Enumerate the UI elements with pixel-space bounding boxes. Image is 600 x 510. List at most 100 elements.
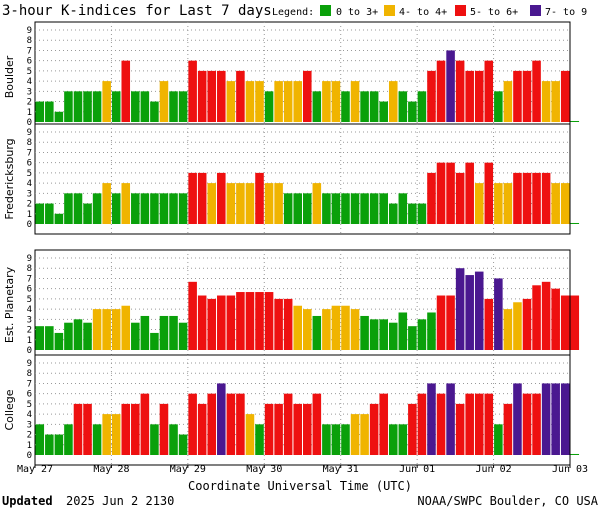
y-tick-label: 5	[27, 67, 32, 77]
k-bar	[513, 302, 522, 350]
y-tick-label: 8	[27, 369, 32, 379]
k-bar	[274, 81, 283, 122]
x-tick-label: Jun 02	[476, 464, 512, 475]
legend-text-active: 4- to 4+	[399, 7, 447, 18]
legend-swatch-quiet	[320, 5, 331, 16]
k-bar	[446, 295, 455, 350]
k-bar	[408, 403, 417, 455]
footer-updated-value: 2025 Jun 2 2130	[66, 494, 174, 508]
k-bar	[150, 101, 159, 122]
k-bar	[494, 91, 503, 122]
k-bar	[236, 70, 245, 122]
k-bar	[131, 322, 140, 350]
y-tick-label: 8	[27, 138, 32, 148]
k-bar	[188, 281, 197, 350]
y-tick-label: 1	[27, 210, 32, 220]
k-bar	[64, 424, 73, 455]
k-bar	[303, 403, 312, 455]
k-bar	[474, 70, 484, 122]
k-bar	[474, 183, 484, 224]
k-bar	[169, 424, 178, 455]
k-bar	[92, 424, 102, 455]
k-bar	[236, 393, 245, 455]
k-bar	[427, 312, 436, 350]
k-bar	[494, 183, 503, 224]
k-bar	[140, 91, 150, 122]
k-bar	[73, 403, 83, 455]
y-tick-label: 1	[27, 108, 32, 118]
panel-label: College	[3, 389, 16, 430]
k-bar	[274, 298, 283, 350]
k-bar	[283, 393, 293, 455]
k-bar	[513, 172, 522, 224]
k-bar	[197, 295, 207, 350]
k-bar	[121, 403, 131, 455]
k-bar	[293, 193, 302, 224]
k-bar	[303, 309, 312, 350]
k-bar	[245, 414, 255, 455]
k-bar	[274, 403, 283, 455]
legend-text-storm: 5- to 6+	[470, 7, 518, 18]
k-bar	[427, 383, 436, 455]
k-bar	[188, 172, 197, 224]
k-bar	[102, 309, 111, 350]
k-bar	[264, 183, 274, 224]
k-bar	[360, 315, 369, 350]
k-bar	[293, 403, 302, 455]
k-bar	[312, 393, 322, 455]
k-bar	[417, 393, 427, 455]
k-bar	[350, 309, 360, 350]
k-bar	[150, 332, 159, 350]
k-bar	[350, 81, 360, 122]
k-bar	[560, 295, 570, 350]
k-bar	[532, 60, 541, 122]
y-tick-label: 3	[27, 189, 32, 199]
legend-swatch-storm	[455, 5, 466, 16]
k-bar	[121, 183, 131, 224]
k-bar	[532, 285, 541, 350]
k-bar	[570, 295, 580, 350]
k-bar	[341, 193, 350, 224]
k-bar	[388, 203, 398, 224]
k-bar	[245, 81, 255, 122]
k-bar	[388, 424, 398, 455]
k-bar	[197, 70, 207, 122]
y-tick-label: 0	[27, 451, 32, 461]
k-bar	[446, 383, 455, 455]
k-bar	[513, 383, 522, 455]
x-tick-label: May 31	[323, 464, 359, 475]
y-tick-label: 8	[27, 264, 32, 274]
k-bar	[427, 70, 436, 122]
k-bar	[111, 91, 121, 122]
k-bar	[169, 193, 178, 224]
y-tick-label: 9	[27, 128, 32, 138]
k-bar	[150, 424, 159, 455]
k-bar	[255, 424, 264, 455]
y-tick-label: 0	[27, 220, 32, 230]
k-bar	[217, 172, 226, 224]
k-bar	[73, 91, 83, 122]
y-tick-label: 0	[27, 346, 32, 356]
k-bar	[197, 172, 207, 224]
k-bar	[522, 393, 532, 455]
y-tick-label: 2	[27, 98, 32, 108]
k-bar	[131, 193, 140, 224]
panels: 0123456789Boulder0123456789Fredericksbur…	[3, 21, 580, 466]
k-bar	[111, 193, 121, 224]
k-bar	[465, 70, 474, 122]
k-bar	[436, 393, 446, 455]
k-bar	[188, 60, 197, 122]
y-tick-label: 1	[27, 441, 32, 451]
y-tick-label: 7	[27, 379, 32, 389]
k-bar	[140, 315, 150, 350]
k-bar	[197, 403, 207, 455]
k-bar	[436, 162, 446, 224]
k-bar	[331, 424, 341, 455]
k-bar	[140, 393, 150, 455]
k-bar	[398, 312, 408, 350]
k-bar	[121, 305, 131, 350]
k-bar	[541, 81, 551, 122]
k-bar	[503, 183, 513, 224]
k-bar	[159, 81, 169, 122]
